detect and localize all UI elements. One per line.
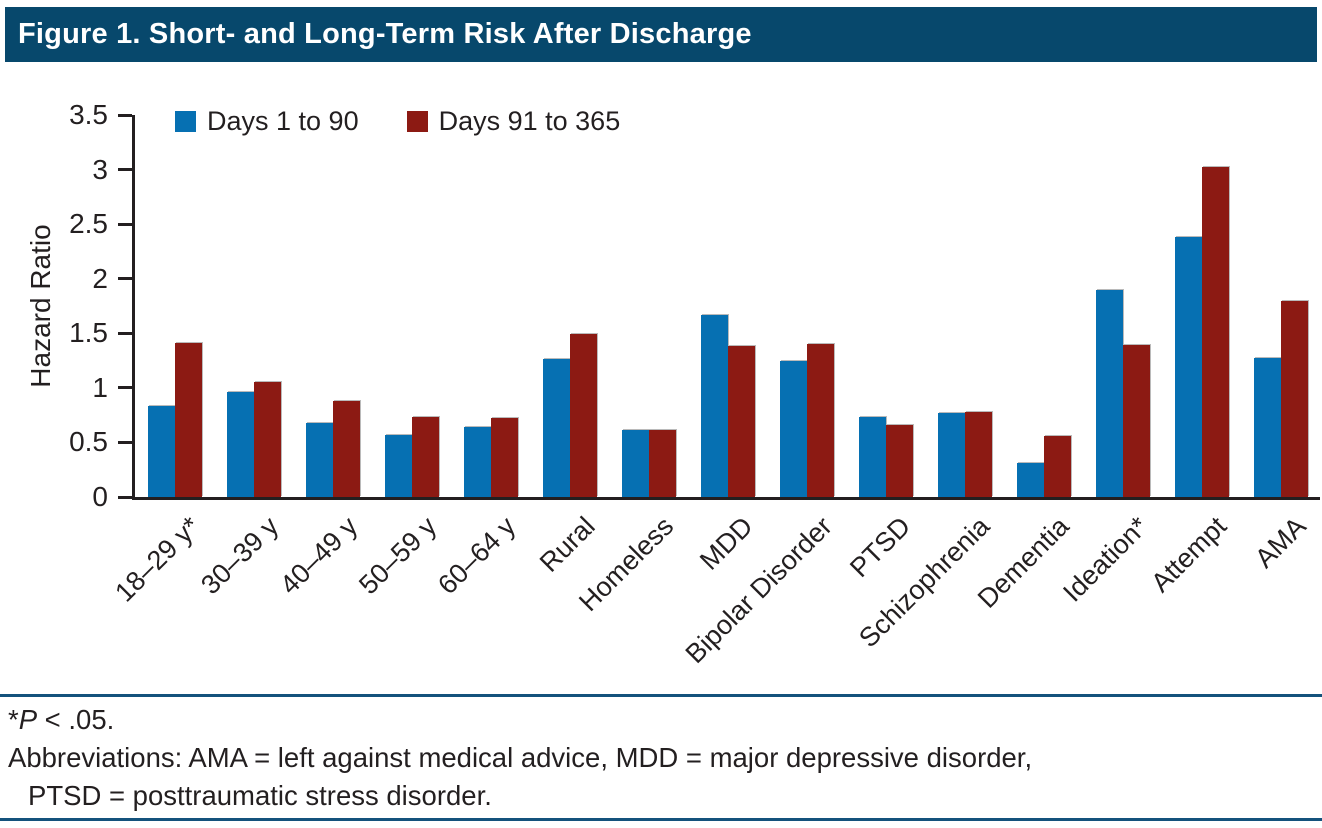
y-axis-tick-label: 3.5 [69, 99, 108, 130]
x-axis-label: 50–59 y [353, 511, 443, 601]
legend-swatch-red [406, 111, 428, 132]
x-axis-label: Bipolar Disorder [679, 511, 838, 670]
bar [147, 406, 175, 497]
x-axis-label: Attempt [1145, 511, 1233, 599]
bar [885, 425, 913, 497]
bar-group [530, 115, 609, 497]
bar [964, 412, 992, 497]
bar [384, 435, 412, 497]
y-axis-tick [118, 277, 132, 281]
bar [1016, 463, 1044, 497]
legend-item-days-1-90: Days 1 to 90 [175, 106, 359, 137]
bar [569, 334, 597, 497]
bar [305, 423, 333, 497]
x-axis-label: 30–39 y [195, 511, 285, 601]
bar [1043, 436, 1071, 497]
abbreviations-line2: PTSD = posttraumatic stress disorder. [28, 780, 492, 811]
bar [1174, 237, 1202, 497]
bar [226, 392, 254, 497]
bar-group [1162, 115, 1241, 497]
y-axis-tick [118, 440, 132, 444]
y-axis-tick [118, 113, 132, 117]
x-axis-label: Ideation* [1057, 511, 1154, 608]
legend: Days 1 to 90 Days 91 to 365 [175, 106, 620, 137]
y-axis-tick [118, 386, 132, 390]
bar-group [1004, 115, 1083, 497]
bar-group [925, 115, 1004, 497]
bar [1201, 167, 1229, 497]
bar [1253, 358, 1281, 497]
abbreviations-line1: Abbreviations: AMA = left against medica… [8, 742, 1033, 773]
divider-bottom [0, 818, 1322, 821]
bar-group [372, 115, 451, 497]
x-axis-label: MDD [694, 511, 759, 576]
legend-label-days-1-90: Days 1 to 90 [207, 106, 359, 136]
bar-group [688, 115, 767, 497]
figure-title: Figure 1. Short- and Long-Term Risk Afte… [18, 18, 752, 50]
figure-title-bar: Figure 1. Short- and Long-Term Risk Afte… [5, 7, 1317, 62]
bar-group [1083, 115, 1162, 497]
plot-area: Hazard Ratio Days 1 to 90 Days 91 to 365… [25, 99, 1320, 669]
x-axis-label: 60–64 y [432, 511, 522, 601]
bar [779, 361, 807, 497]
bar-group [767, 115, 846, 497]
bar [648, 430, 676, 497]
y-axis-tick-label: 0 [92, 481, 108, 512]
y-axis-tick-label: 2 [92, 262, 108, 294]
y-axis-tick [118, 168, 132, 172]
y-axis-label: Hazard Ratio [25, 224, 56, 388]
bar [253, 382, 281, 497]
bar [411, 417, 439, 497]
bar-group [846, 115, 925, 497]
y-axis-tick-label: 0.5 [69, 426, 108, 458]
y-axis-tick-label: 1.5 [69, 317, 108, 349]
bar [1122, 345, 1150, 497]
y-axis-tick-label: 1 [92, 371, 108, 403]
bar [542, 359, 570, 497]
bar [727, 346, 755, 497]
legend-item-days-91-365: Days 91 to 365 [406, 106, 621, 137]
y-axis-tick-label: 2.5 [69, 208, 108, 240]
bar [463, 427, 491, 497]
bar-group [1241, 115, 1320, 497]
legend-label-days-91-365: Days 91 to 365 [438, 106, 621, 136]
x-axis-label: 40–49 y [274, 511, 364, 601]
x-axis-label: AMA [1249, 511, 1312, 574]
y-axis-tick [118, 495, 132, 499]
bar [858, 417, 886, 497]
bar-group [214, 115, 293, 497]
divider-top [0, 694, 1322, 697]
bar [490, 418, 518, 497]
bar [1280, 301, 1308, 497]
bar [937, 413, 965, 497]
bar [1095, 290, 1123, 497]
bar [621, 430, 649, 497]
bar-group [293, 115, 372, 497]
x-axis-labels: 18–29 y* 30–39 y 40–49 y 50–59 y 60–64 y Rura… [109, 497, 1320, 669]
x-axis-label: 18–29 y* [109, 511, 206, 608]
y-axis-tick [118, 222, 132, 226]
footnotes: *P < .05. Abbreviations: AMA = left agai… [8, 701, 1308, 815]
bar-group [451, 115, 530, 497]
y-axis-tick-label: 3 [92, 153, 108, 185]
bar [174, 343, 202, 497]
significance-note: *P < .05. [8, 704, 115, 735]
bar-group [135, 115, 214, 497]
bar [332, 401, 360, 497]
x-axis-label: PTSD [844, 511, 917, 584]
bar-group [609, 115, 688, 497]
x-axis-label: Rural [533, 511, 601, 578]
bar [806, 344, 834, 497]
legend-swatch-blue [175, 111, 196, 132]
bar [700, 315, 728, 497]
y-axis-tick [118, 331, 132, 335]
